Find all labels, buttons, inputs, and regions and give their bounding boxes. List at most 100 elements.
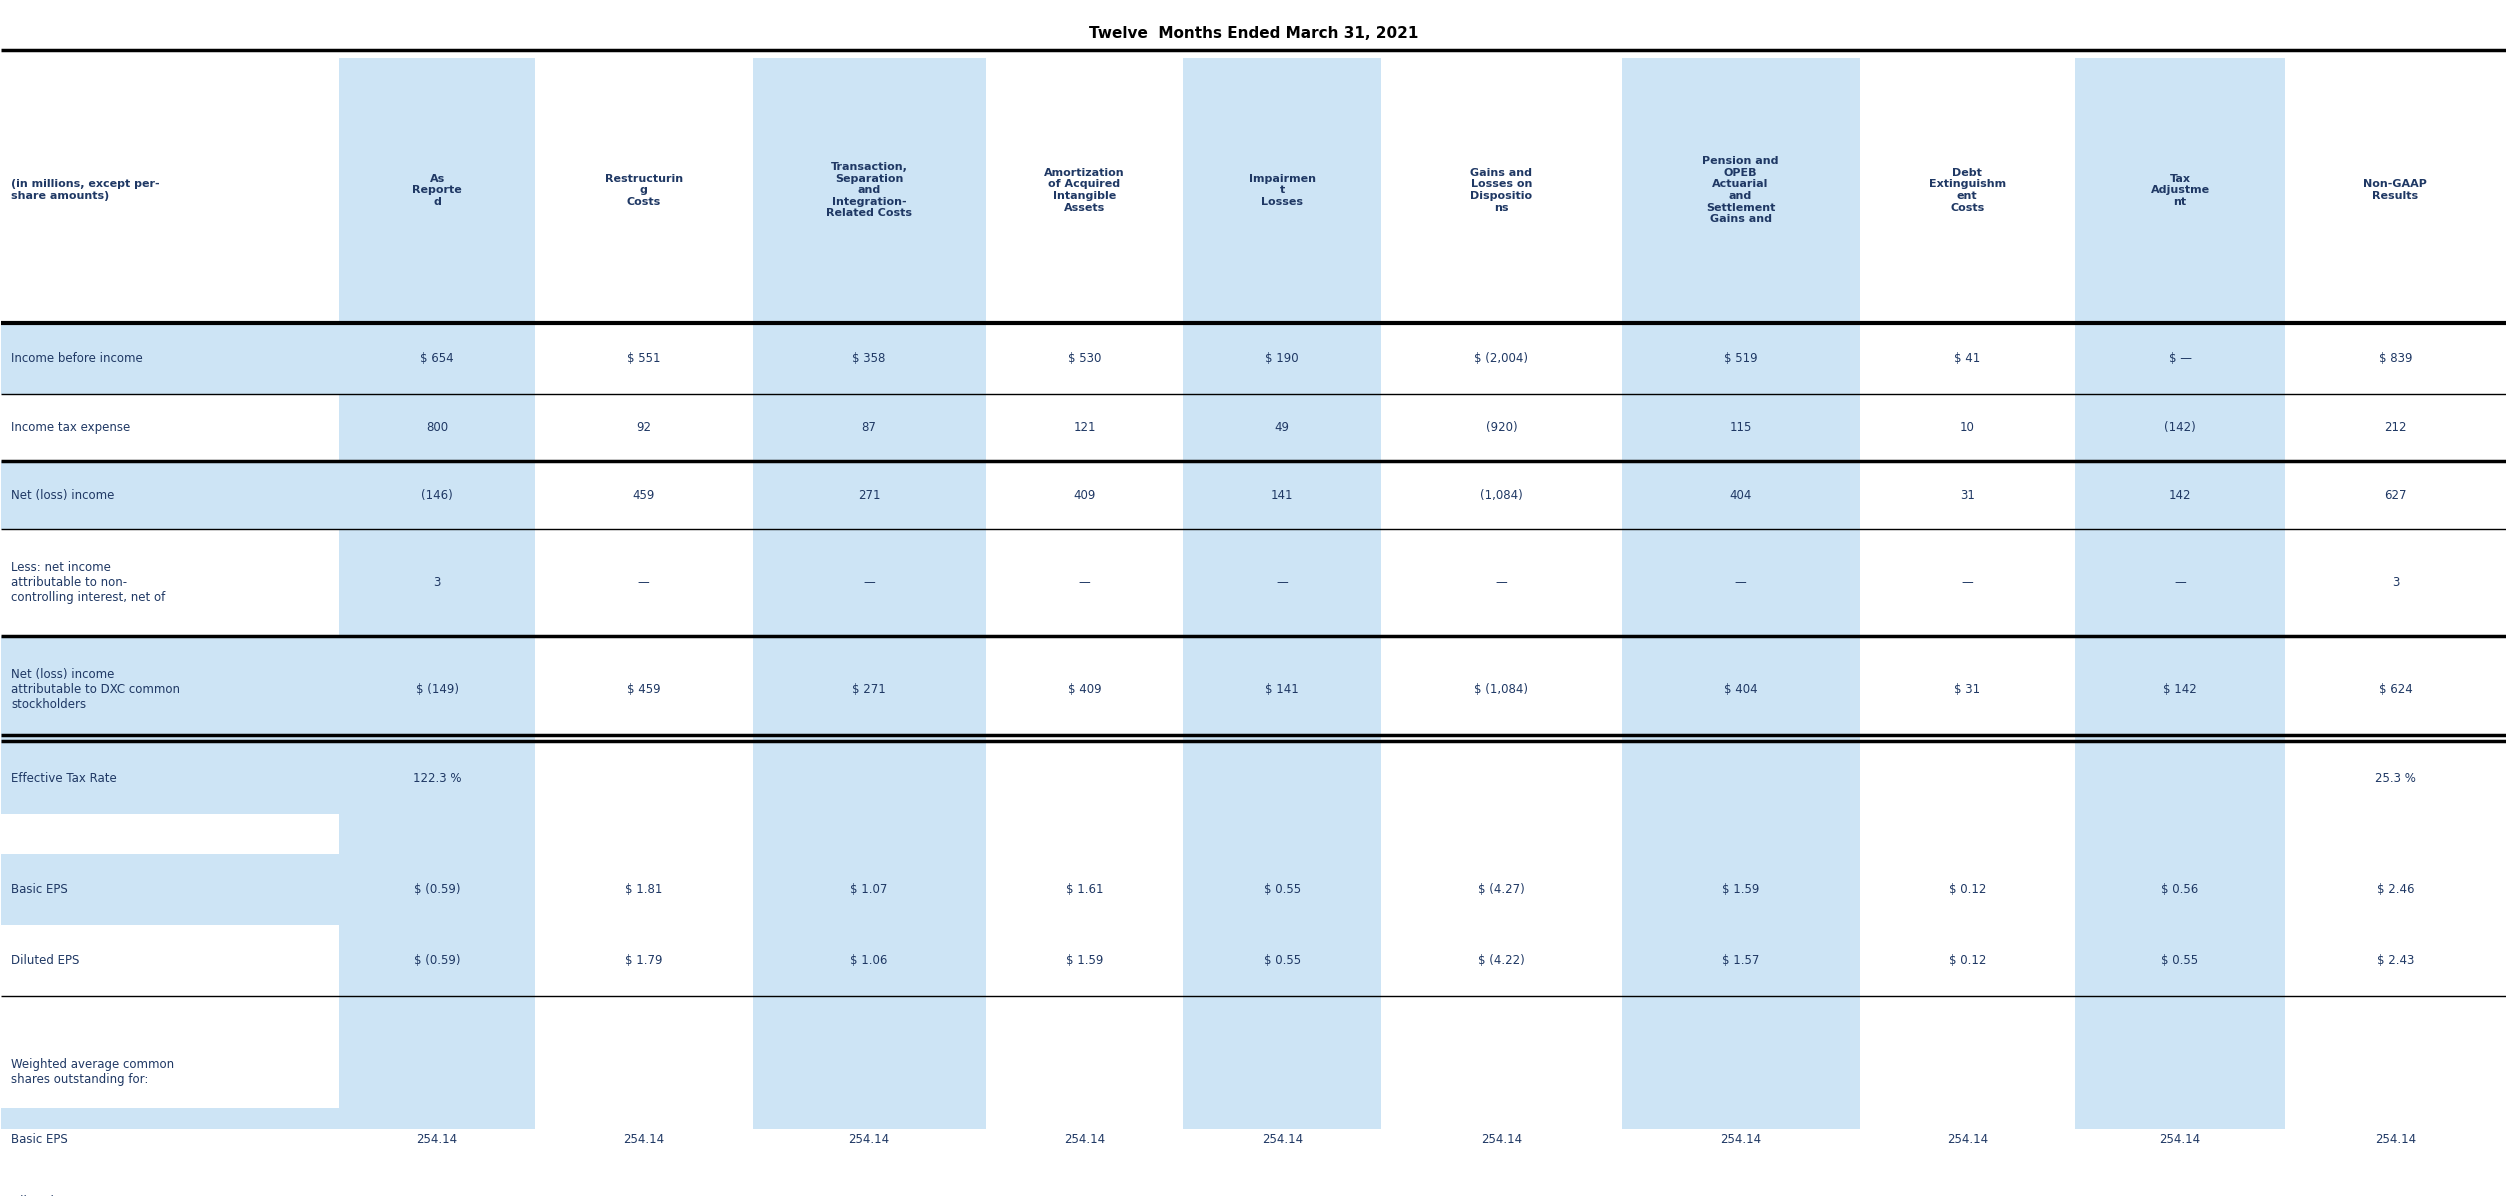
Bar bbox=[2076, 1109, 2286, 1171]
Text: 254.14: 254.14 bbox=[1063, 1133, 1106, 1146]
Bar bbox=[2286, 854, 2504, 925]
Text: 254.14: 254.14 bbox=[2159, 1133, 2201, 1146]
Bar bbox=[2286, 814, 2504, 854]
Text: $ (0.59): $ (0.59) bbox=[414, 953, 461, 966]
Bar bbox=[752, 323, 985, 393]
Text: $ —: $ — bbox=[2169, 352, 2191, 365]
Text: 254.14: 254.14 bbox=[1261, 1133, 1304, 1146]
Bar bbox=[1622, 814, 1860, 854]
Text: 121: 121 bbox=[1073, 421, 1096, 434]
Bar bbox=[534, 57, 752, 323]
Text: $ (2,004): $ (2,004) bbox=[1474, 352, 1529, 365]
Text: Pension and
OPEB
Actuarial
and
Settlement
Gains and: Pension and OPEB Actuarial and Settlemen… bbox=[1702, 157, 1780, 224]
Text: Impairmen
t
Losses: Impairmen t Losses bbox=[1248, 173, 1316, 207]
Bar bbox=[1622, 743, 1860, 814]
Bar bbox=[1860, 393, 2076, 462]
Text: Diluted EPS: Diluted EPS bbox=[13, 953, 80, 966]
Bar bbox=[3, 814, 338, 854]
Bar bbox=[752, 462, 985, 529]
Bar bbox=[985, 529, 1183, 636]
Bar bbox=[338, 1171, 534, 1196]
Text: Tax
Adjustme
nt: Tax Adjustme nt bbox=[2151, 173, 2209, 207]
Text: (920): (920) bbox=[1487, 421, 1517, 434]
Bar bbox=[1860, 854, 2076, 925]
Text: $ 654: $ 654 bbox=[421, 352, 454, 365]
Bar bbox=[1183, 57, 1381, 323]
Text: $ 0.56: $ 0.56 bbox=[2161, 883, 2199, 896]
Bar bbox=[985, 743, 1183, 814]
Bar bbox=[1622, 57, 1860, 323]
Bar bbox=[2286, 1036, 2504, 1109]
Bar bbox=[1381, 529, 1622, 636]
Text: —: — bbox=[1276, 576, 1289, 588]
Bar bbox=[1183, 1109, 1381, 1171]
Bar bbox=[3, 393, 338, 462]
Text: $ 1.81: $ 1.81 bbox=[624, 883, 662, 896]
Text: $ 1.59: $ 1.59 bbox=[1065, 953, 1103, 966]
Text: Non-GAAP
Results: Non-GAAP Results bbox=[2364, 179, 2427, 201]
Bar bbox=[2076, 1036, 2286, 1109]
Text: 3: 3 bbox=[2392, 576, 2399, 588]
Bar bbox=[534, 323, 752, 393]
Bar bbox=[534, 854, 752, 925]
Bar bbox=[985, 1171, 1183, 1196]
Bar bbox=[752, 1036, 985, 1109]
Text: $ 839: $ 839 bbox=[2379, 352, 2412, 365]
Text: $ (1,084): $ (1,084) bbox=[1474, 683, 1529, 696]
Text: $ (4.22): $ (4.22) bbox=[1479, 953, 1524, 966]
Text: Net (loss) income: Net (loss) income bbox=[13, 489, 115, 501]
Bar bbox=[1860, 1109, 2076, 1171]
Text: 10: 10 bbox=[1960, 421, 1976, 434]
Text: $ 358: $ 358 bbox=[852, 352, 885, 365]
Text: 25.3 %: 25.3 % bbox=[2374, 773, 2417, 786]
Text: —: — bbox=[1497, 576, 1507, 588]
Bar bbox=[1381, 1171, 1622, 1196]
Bar bbox=[534, 1109, 752, 1171]
Bar bbox=[1183, 1036, 1381, 1109]
Bar bbox=[2286, 323, 2504, 393]
Text: $ 0.12: $ 0.12 bbox=[1948, 883, 1986, 896]
Text: 212: 212 bbox=[2384, 421, 2407, 434]
Bar bbox=[1183, 743, 1381, 814]
Bar bbox=[752, 854, 985, 925]
Bar bbox=[1381, 462, 1622, 529]
Text: (146): (146) bbox=[421, 489, 454, 501]
Bar bbox=[2076, 393, 2286, 462]
Text: $ 0.55: $ 0.55 bbox=[1264, 953, 1301, 966]
Bar bbox=[3, 529, 338, 636]
Text: $ 409: $ 409 bbox=[1068, 683, 1101, 696]
Bar bbox=[3, 743, 338, 814]
Text: —: — bbox=[1078, 576, 1091, 588]
Bar bbox=[985, 925, 1183, 996]
Bar bbox=[534, 529, 752, 636]
Bar bbox=[1381, 636, 1622, 743]
Bar bbox=[1183, 636, 1381, 743]
Bar bbox=[1622, 1036, 1860, 1109]
Text: $ 459: $ 459 bbox=[627, 683, 659, 696]
Bar bbox=[752, 636, 985, 743]
Bar bbox=[1183, 854, 1381, 925]
Bar bbox=[2076, 814, 2286, 854]
Bar bbox=[338, 814, 534, 854]
Text: $ 519: $ 519 bbox=[1725, 352, 1757, 365]
Bar bbox=[2076, 1171, 2286, 1196]
Bar bbox=[534, 996, 752, 1036]
Text: $ 1.79: $ 1.79 bbox=[624, 953, 662, 966]
Bar bbox=[2286, 925, 2504, 996]
Text: 115: 115 bbox=[1730, 421, 1752, 434]
Bar bbox=[338, 1109, 534, 1171]
Bar bbox=[1622, 1171, 1860, 1196]
Bar bbox=[1860, 925, 2076, 996]
Bar bbox=[752, 996, 985, 1036]
Text: $ 0.12: $ 0.12 bbox=[1948, 953, 1986, 966]
Text: 409: 409 bbox=[1073, 489, 1096, 501]
Text: —: — bbox=[637, 576, 649, 588]
Bar bbox=[1860, 996, 2076, 1036]
Bar bbox=[1622, 462, 1860, 529]
Bar bbox=[2286, 1171, 2504, 1196]
Bar bbox=[1183, 814, 1381, 854]
Bar bbox=[752, 1171, 985, 1196]
Bar bbox=[1183, 1171, 1381, 1196]
Bar bbox=[2076, 529, 2286, 636]
Bar bbox=[985, 393, 1183, 462]
